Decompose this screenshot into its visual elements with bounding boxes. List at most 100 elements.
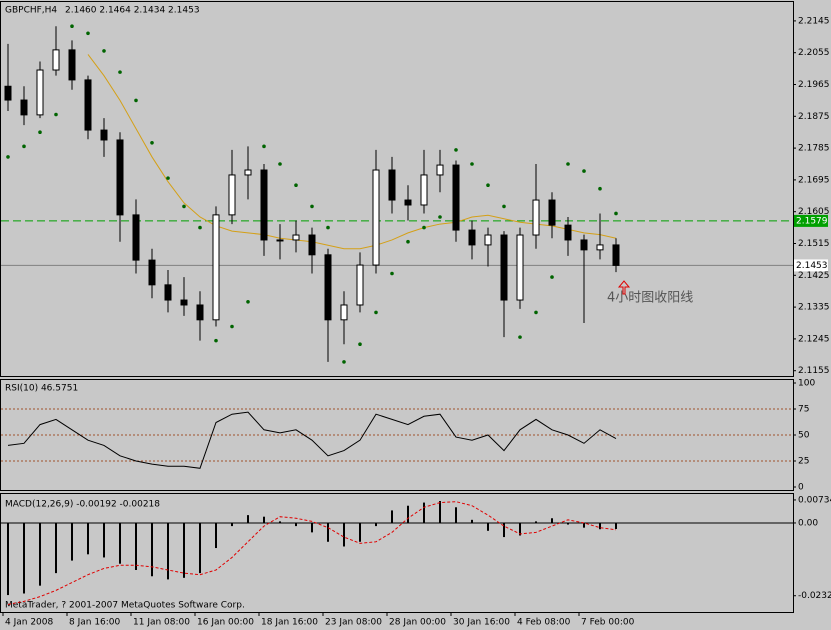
histogram-bar bbox=[199, 522, 201, 574]
histogram-bar bbox=[103, 522, 105, 558]
macd-panel bbox=[0, 493, 794, 613]
histogram-bar bbox=[247, 515, 249, 523]
sar-dot bbox=[86, 31, 90, 36]
sar-dot bbox=[214, 338, 218, 343]
histogram-bar bbox=[519, 522, 521, 536]
histogram-bar bbox=[327, 522, 329, 542]
candle-body bbox=[436, 164, 444, 176]
sar-dot bbox=[166, 176, 170, 180]
candle-body bbox=[228, 174, 236, 216]
y-tick-label: 100 bbox=[798, 379, 815, 389]
histogram-bar bbox=[503, 522, 505, 538]
sar-dot bbox=[198, 225, 202, 230]
candle-body bbox=[484, 234, 492, 246]
sar-dot bbox=[422, 225, 426, 230]
candle-body bbox=[132, 214, 140, 261]
level-label: 2.1579 bbox=[796, 216, 828, 226]
level-label-box bbox=[794, 259, 828, 272]
signal-line bbox=[7, 501, 617, 605]
sar-dot bbox=[566, 162, 570, 166]
candle-body bbox=[180, 299, 188, 306]
histogram-bar bbox=[311, 522, 313, 533]
histogram-bar bbox=[375, 522, 377, 527]
sar-dot bbox=[310, 204, 314, 209]
y-tick-label: 2.1245 bbox=[798, 334, 830, 344]
histogram-bar bbox=[23, 522, 25, 594]
candle-body bbox=[100, 129, 108, 141]
x-tick-label: 30 Jan 16:00 bbox=[453, 618, 510, 628]
histogram-bar bbox=[391, 510, 393, 523]
histogram-bar bbox=[551, 518, 553, 523]
histogram-bar bbox=[423, 502, 425, 523]
sar-dot bbox=[6, 155, 10, 159]
histogram-bar bbox=[119, 522, 121, 564]
ohlc-label: 2.1460 2.1464 2.1434 2.1453 bbox=[65, 6, 200, 16]
sar-dot bbox=[438, 215, 442, 219]
x-tick-label: 16 Jan 00:00 bbox=[197, 618, 254, 628]
sar-dot bbox=[118, 70, 122, 74]
candle-body bbox=[20, 99, 28, 116]
sar-dot bbox=[294, 183, 298, 187]
sar-dot bbox=[470, 162, 474, 166]
macd-title: MACD(12,26,9) -0.00192 -0.00218 bbox=[5, 500, 160, 510]
sar-dot bbox=[102, 49, 106, 53]
histogram-bar bbox=[151, 522, 153, 577]
sar-dot bbox=[150, 141, 154, 145]
histogram-bar bbox=[55, 522, 57, 574]
sar-dot bbox=[454, 148, 458, 152]
sar-dot bbox=[22, 144, 26, 149]
x-tick-label: 18 Jan 16:00 bbox=[261, 618, 318, 628]
candle-body bbox=[612, 244, 620, 266]
x-tick-label: 7 Feb 00:00 bbox=[581, 618, 635, 628]
histogram-bar bbox=[583, 522, 585, 528]
histogram-bar bbox=[167, 522, 169, 580]
y-tick-label: 2.1785 bbox=[798, 144, 830, 154]
y-tick-label: 75 bbox=[798, 405, 809, 415]
sar-dot bbox=[390, 271, 394, 276]
y-tick-label: 0.00 bbox=[798, 518, 818, 528]
y-tick-label: -0.02321 bbox=[798, 591, 831, 601]
candle-body bbox=[340, 304, 348, 321]
histogram-bar bbox=[359, 522, 361, 542]
candle-body bbox=[532, 199, 540, 236]
sar-dot bbox=[598, 186, 602, 191]
histogram-bar bbox=[71, 522, 73, 561]
sar-dot bbox=[358, 342, 362, 347]
annotation: 4小时图收阳线 bbox=[607, 291, 693, 306]
histogram-bar bbox=[135, 522, 137, 570]
sar-dot bbox=[518, 335, 522, 339]
sar-dot bbox=[326, 225, 330, 230]
candle-body bbox=[596, 244, 604, 251]
annotation-arrow bbox=[617, 280, 631, 295]
candle-body bbox=[468, 229, 476, 246]
candle-body bbox=[404, 199, 412, 206]
sar-dot bbox=[614, 211, 618, 216]
sar-dot bbox=[182, 204, 186, 209]
candle-body bbox=[292, 234, 300, 241]
y-tick-label: 2.2055 bbox=[798, 48, 830, 58]
y-tick-label: 2.1335 bbox=[798, 303, 830, 313]
sar-dot bbox=[582, 169, 586, 173]
histogram-bar bbox=[183, 522, 185, 578]
histogram-bar bbox=[231, 522, 233, 527]
level-label: 2.1453 bbox=[796, 261, 828, 271]
x-tick-label: 8 Jan 16:00 bbox=[69, 618, 121, 628]
histogram-bar bbox=[295, 522, 297, 527]
y-tick-label: 2.2145 bbox=[798, 16, 830, 26]
sar-dot bbox=[134, 98, 138, 103]
histogram-bar bbox=[615, 522, 617, 529]
moving-average bbox=[87, 54, 617, 250]
candle-body bbox=[276, 239, 284, 242]
candle-body bbox=[212, 214, 220, 321]
y-tick-label: 2.1875 bbox=[798, 112, 830, 122]
candle-body bbox=[84, 79, 92, 131]
sar-dot bbox=[230, 324, 234, 329]
candle-body bbox=[308, 234, 316, 256]
candle-body bbox=[244, 169, 252, 176]
y-tick-label: 25 bbox=[798, 457, 809, 467]
x-tick-label: 23 Jan 08:00 bbox=[325, 618, 382, 628]
histogram-bar bbox=[215, 522, 217, 549]
